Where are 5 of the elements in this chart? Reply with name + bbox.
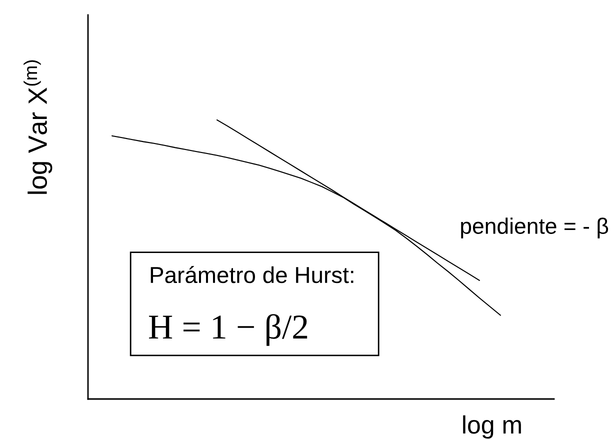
annotation: Parámetro de Hurst: xyxy=(150,266,354,284)
annotation: pendiente = - β xyxy=(461,218,608,238)
y-axis-title: log Var X$^{(m)}$ xyxy=(24,60,52,194)
x-axis-title: log m xyxy=(463,415,521,439)
annotation: H = 1 − β/2 xyxy=(149,314,308,346)
